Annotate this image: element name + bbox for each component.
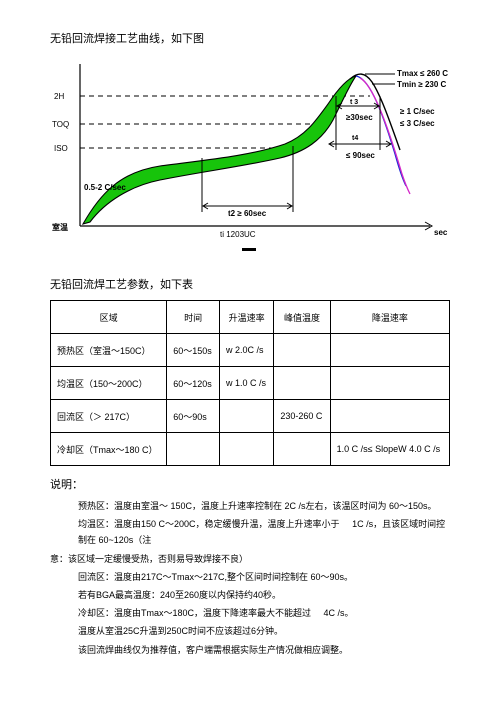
table-row: 冷却区（Tmax～180 C） 1.0 C /s≤ SlopeW 4.0 C /… (51, 433, 450, 466)
explain-line: 若有BGA最高温度：240至260度以内保持约40秒。 (78, 587, 450, 603)
col-time: 时间 (167, 301, 220, 334)
table-row: 均温区（150～200C） 60～120s w 1.0 C /s (51, 367, 450, 400)
section-title-curve: 无铅回流焊接工艺曲线，如下图 (50, 30, 450, 46)
anno-t4v: ≤ 90sec (346, 151, 375, 160)
explain-line: 预热区：温度由室温～ 150C，温度上升速率控制在 2C /s左右，该温区时间为… (78, 498, 450, 514)
y-label-room: 室温 (52, 222, 68, 232)
col-cool: 降温速率 (330, 301, 449, 334)
table-row: 回流区（＞ 217C） 60～90s 230-260 C (51, 400, 450, 433)
anno-cool2: ≤ 3 C/sec (400, 119, 435, 128)
section-title-params: 无铅回流焊工艺参数，如下表 (50, 276, 450, 292)
explain-line: 回流区：温度由217C～Tmax～217C,整个区间时间控制在 60～90s。 (78, 569, 450, 585)
x-axis-label: sec (434, 228, 448, 237)
col-zone: 区域 (51, 301, 167, 334)
y-label-toq: TOQ (52, 120, 69, 129)
anno-tmin: Tmin ≥ 230 C (397, 80, 447, 89)
chart-sub: ti 1203UC (220, 230, 256, 239)
explain-line: 均温区：温度由150 C～200C，稳定缓慢升温，温度上升速率小于 1C /s，… (78, 516, 450, 548)
table-row: 预热区（室温～150C） 60～150s w 2.0C /s (51, 334, 450, 367)
explain-line: 该回流焊曲线仅为推荐值，客户端需根据实际生产情况做相应调整。 (78, 642, 450, 658)
anno-t3v: ≥30sec (346, 113, 373, 122)
table-header-row: 区域 时间 升温速率 峰值温度 降温速率 (51, 301, 450, 334)
y-label-iso: ISO (54, 144, 68, 153)
anno-t2: t2 ≥ 60sec (228, 209, 267, 218)
anno-tmax: Tmax ≤ 260 C (397, 69, 448, 78)
explain-body: 预热区：温度由室温～ 150C，温度上升速率控制在 2C /s左右，该温区时间为… (50, 498, 450, 658)
explain-line: 温度从室温25C升温到250C时间不应该超过6分钟。 (78, 623, 450, 639)
explain-line: 冷却区：温度由Tmax～180C，温度下降速率最大不能超过 4C /s。 (78, 605, 450, 621)
col-ramp: 升温速率 (220, 301, 274, 334)
profile-fill (83, 76, 356, 224)
anno-ramp: 0.5-2 C/sec (84, 183, 126, 192)
anno-t3: t 3 (350, 99, 358, 106)
explain-heading: 说明： (50, 476, 450, 492)
y-label-2h: 2H (54, 92, 64, 101)
anno-cool1: ≥ 1 C/sec (400, 107, 435, 116)
params-table: 区域 时间 升温速率 峰值温度 降温速率 预热区（室温～150C） 60～150… (50, 300, 450, 466)
anno-t4: t4 (352, 135, 358, 142)
explain-line: 意：该区域一定缓慢受热，否则易导致焊接不良） (50, 551, 450, 567)
reflow-profile-chart: 2H TOQ ISO 室温 Tmax ≤ 260 C Tmin ≥ 230 C … (50, 54, 450, 254)
col-peak: 峰值温度 (274, 301, 330, 334)
